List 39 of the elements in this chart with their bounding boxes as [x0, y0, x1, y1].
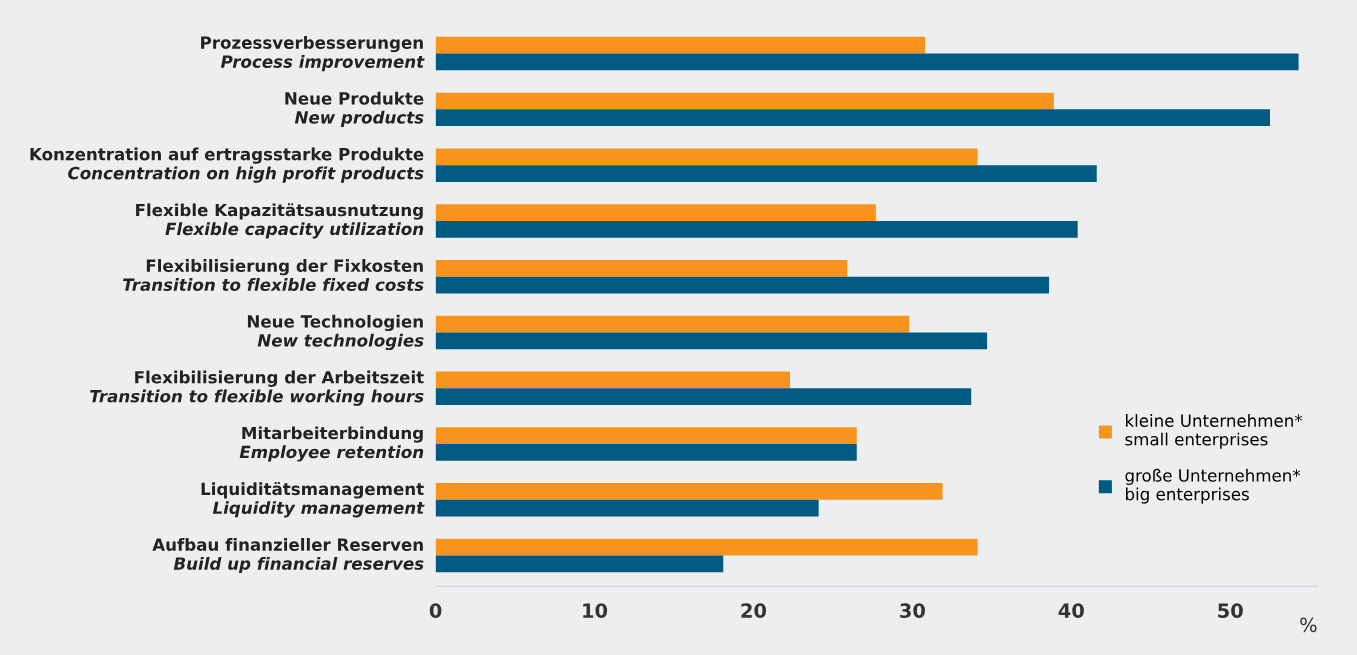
bar	[435, 165, 1097, 182]
y-tick-label: Flexible Kapazitätsausnutzung Flexible capacity utilization	[136, 203, 424, 239]
bar	[435, 388, 972, 405]
x-tick-label: 30	[900, 603, 925, 618]
bar	[435, 276, 1050, 294]
legend-label: kleine Unternehmen* small enterprises	[1125, 414, 1303, 449]
y-tick-label: Neue Produkte New products	[285, 91, 424, 127]
bar	[435, 53, 1299, 71]
x-tick-label: 40	[1058, 603, 1084, 618]
y-tick-label: Konzentration auf ertragsstarke Produkte Concentration on high profit products	[30, 147, 424, 183]
legend-label: große Unternehmen* big enterprises	[1125, 468, 1301, 504]
bar	[435, 220, 1078, 238]
y-tick-label: Aufbau finanzieller Reserven Build up financial reserves	[152, 538, 424, 574]
bar	[435, 148, 978, 166]
y-tick-label: Liquiditätsmanagement Liquidity management	[201, 482, 425, 518]
bar	[435, 315, 910, 333]
bar	[435, 538, 978, 556]
y-tick-label: Neue Technologien New technologies	[247, 314, 424, 351]
bar	[435, 92, 1054, 110]
y-tick-label: Prozessverbesserungen Process improvement	[201, 35, 425, 72]
x-tick-label: 0	[429, 603, 442, 618]
bar	[435, 444, 857, 461]
bar	[435, 483, 943, 500]
x-tick-label: 10	[583, 603, 608, 618]
x-tick-label: 50	[1218, 603, 1243, 618]
bar	[435, 499, 819, 517]
y-tick-label: Flexibilisierung der Arbeitszeit Transition to flexible working hours	[90, 370, 424, 406]
bar	[435, 204, 876, 221]
bar	[435, 332, 988, 350]
bar	[435, 36, 926, 54]
x-tick-label: 20	[741, 603, 767, 618]
bar	[435, 109, 1270, 127]
bar	[435, 371, 791, 389]
bar	[435, 427, 857, 445]
bar	[435, 259, 848, 277]
y-tick-label: Flexibilisierung der Fixkosten Transition to flexible fixed costs	[123, 259, 424, 292]
x-axis-title: %	[1300, 617, 1317, 633]
bar	[435, 555, 724, 573]
y-tick-label: Mitarbeiterbindung Employee retention	[239, 426, 424, 462]
